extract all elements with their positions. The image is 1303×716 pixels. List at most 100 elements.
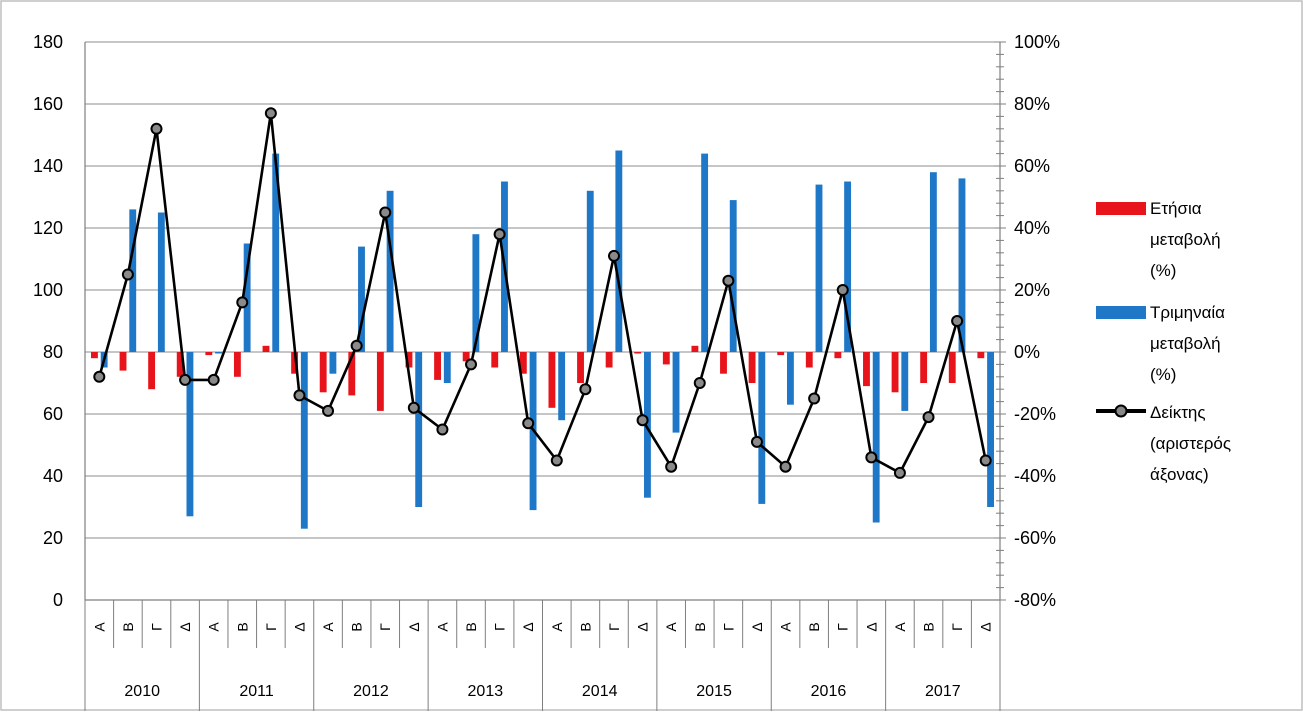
index-point [207, 373, 220, 386]
index-point [121, 268, 134, 281]
index-point [436, 423, 449, 436]
left-tick-label: 120 [33, 218, 63, 238]
right-tick-label: 0% [1014, 342, 1040, 362]
quarter-label: Β [463, 622, 479, 631]
left-tick-label: 40 [43, 466, 63, 486]
index-point [264, 107, 277, 120]
year-label: 2017 [925, 683, 961, 700]
quarter-label: Δ [863, 622, 879, 631]
legend-label-index-2: (αριστερός [1150, 434, 1231, 453]
quarterly-change-bars [100, 150, 994, 529]
quarter-label: Γ [949, 623, 965, 631]
quarter-label: Α [549, 622, 565, 632]
annual-bar [291, 352, 299, 374]
quarter-label: Α [91, 622, 107, 632]
index-point [722, 274, 735, 287]
quarterly-bar [215, 352, 222, 354]
quarterly-bar [300, 352, 308, 529]
quarterly-bar [243, 243, 251, 352]
quarter-label: Α [434, 622, 450, 632]
legend-swatch-annual [1096, 202, 1146, 215]
annual-bar [491, 352, 499, 368]
quarterly-bar [786, 352, 794, 405]
legend-label-annual-2: μεταβολή [1150, 230, 1221, 249]
year-label: 2012 [353, 683, 389, 700]
annual-bar [262, 345, 270, 352]
index-point [665, 460, 678, 473]
quarterly-bar [872, 352, 880, 523]
gridlines [85, 41, 1000, 601]
quarterly-bar [329, 352, 337, 374]
annual-bar [319, 352, 327, 393]
quarterly-bar [272, 153, 280, 352]
annual-bar [405, 352, 413, 368]
annual-bar [91, 352, 98, 359]
right-tick-label: -40% [1014, 466, 1056, 486]
annual-bar [119, 352, 127, 371]
left-tick-label: 20 [43, 528, 63, 548]
annual-bar [176, 352, 184, 377]
index-point [236, 296, 249, 309]
annual-bar [605, 352, 613, 368]
annual-bar [748, 352, 756, 383]
legend-swatch-quarterly [1096, 306, 1146, 319]
quarterly-bar [386, 190, 394, 352]
quarterly-bar [701, 153, 709, 352]
annual-bar [948, 352, 956, 383]
quarter-label: Γ [835, 623, 851, 631]
left-axis-ticks: 0 20 40 60 80 100 120 140 160 180 [33, 32, 63, 610]
index-point [322, 404, 335, 417]
quarterly-bar [157, 212, 165, 352]
quarter-label: Α [892, 622, 908, 632]
left-tick-label: 60 [43, 404, 63, 424]
quarter-label: Γ [492, 623, 508, 631]
annual-bar [348, 352, 356, 396]
left-tick-label: 100 [33, 280, 63, 300]
quarter-label: Β [349, 622, 365, 631]
index-point [93, 370, 106, 383]
quarterly-bar [415, 352, 423, 507]
quarter-label: Β [577, 622, 593, 631]
quarterly-bar [815, 184, 823, 352]
annual-change-bars [91, 345, 985, 411]
year-label: 2014 [582, 683, 618, 700]
index-point [636, 414, 649, 427]
left-tick-label: 80 [43, 342, 63, 362]
annual-bar [205, 352, 213, 356]
quarterly-bar [558, 352, 566, 421]
quarterly-bar [472, 234, 480, 352]
left-tick-label: 160 [33, 94, 63, 114]
quarterly-bar [844, 181, 852, 352]
index-point [179, 373, 192, 386]
quarterly-bar [358, 246, 365, 352]
index-point [922, 411, 935, 424]
right-tick-label: -60% [1014, 528, 1056, 548]
right-tick-label: -20% [1014, 404, 1056, 424]
quarterly-bar [586, 190, 594, 352]
index-point [579, 383, 592, 396]
legend-label-annual-3: (%) [1150, 261, 1176, 280]
legend-label-index-1: Δείκτης [1150, 403, 1206, 422]
quarter-label: Α [320, 622, 336, 632]
right-tick-label: 80% [1014, 94, 1050, 114]
index-point [150, 122, 163, 135]
quarterly-bar [758, 352, 766, 504]
legend-label-index-3: άξονας) [1150, 465, 1209, 484]
index-point [522, 417, 535, 430]
x-axis-labels: Α Β Γ Δ Α Β Γ Δ Α Β Γ Δ Α Β Γ Δ Α Β Γ Δ Α Β Γ Δ Α Β Γ Δ Α Β Γ Δ 2010 2011… [84, 600, 1001, 711]
year-label: 2015 [696, 683, 732, 700]
quarterly-bar [729, 200, 737, 352]
quarter-label: Β [921, 622, 937, 631]
index-point [379, 206, 392, 219]
index-point [350, 339, 363, 352]
quarter-label: Β [234, 622, 250, 631]
legend-label-annual-1: Ετήσια [1150, 199, 1202, 218]
year-label: 2010 [124, 683, 160, 700]
index-line [93, 107, 992, 479]
index-point [865, 451, 878, 464]
right-tick-label: -80% [1014, 590, 1056, 610]
annual-bar [920, 352, 928, 383]
quarter-label: Α [206, 622, 222, 632]
annual-bar [662, 352, 670, 365]
